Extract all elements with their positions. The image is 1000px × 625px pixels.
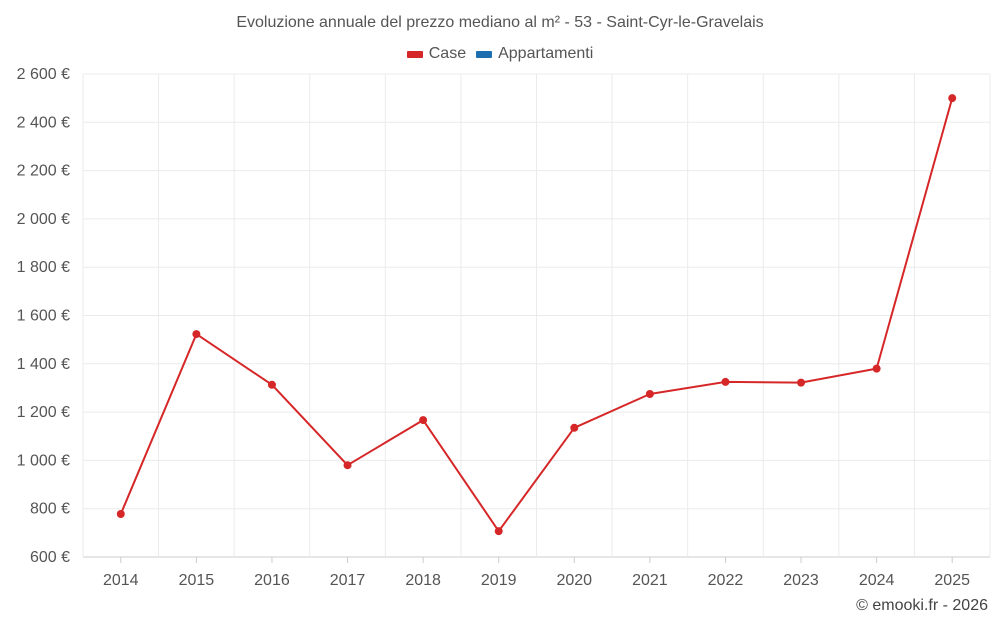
x-tick-label: 2023 bbox=[783, 572, 819, 589]
data-point bbox=[721, 377, 730, 386]
data-point bbox=[116, 510, 125, 519]
data-point bbox=[872, 364, 881, 373]
y-tick-label: 2 600 € bbox=[17, 66, 70, 83]
y-tick-label: 600 € bbox=[30, 549, 70, 566]
y-tick-label: 2 200 € bbox=[17, 163, 70, 180]
legend-label-appartamenti: Appartamenti bbox=[498, 45, 594, 62]
data-point bbox=[948, 94, 957, 103]
data-point bbox=[645, 389, 654, 398]
data-point bbox=[494, 527, 503, 536]
y-tick-label: 800 € bbox=[30, 501, 70, 518]
chart-title: Evoluzione annuale del prezzo mediano al… bbox=[236, 14, 764, 31]
data-point bbox=[267, 380, 276, 389]
y-tick-label: 1 800 € bbox=[17, 259, 70, 276]
x-tick-label: 2014 bbox=[103, 572, 139, 589]
y-tick-label: 1 200 € bbox=[17, 404, 70, 421]
y-tick-label: 2 000 € bbox=[17, 211, 70, 228]
data-point bbox=[343, 461, 352, 470]
legend-swatch-appartamenti bbox=[476, 50, 493, 58]
y-tick-label: 1 600 € bbox=[17, 308, 70, 325]
x-tick-label: 2025 bbox=[934, 572, 970, 589]
y-tick-label: 2 400 € bbox=[17, 114, 70, 131]
data-point bbox=[419, 416, 428, 425]
series-line-case bbox=[119, 97, 954, 533]
x-tick-label: 2017 bbox=[330, 572, 366, 589]
x-tick-label: 2016 bbox=[254, 572, 290, 589]
x-tick-label: 2020 bbox=[556, 572, 592, 589]
y-tick-label: 1 400 € bbox=[17, 356, 70, 373]
legend: Case Appartamenti bbox=[0, 45, 1000, 63]
x-tick-label: 2024 bbox=[859, 572, 895, 589]
data-point bbox=[570, 423, 579, 432]
y-tick-label: 1 000 € bbox=[17, 452, 70, 469]
data-point bbox=[797, 378, 806, 387]
x-tick-label: 2018 bbox=[405, 572, 441, 589]
data-point bbox=[192, 330, 201, 339]
legend-item-appartamenti[interactable]: Appartamenti bbox=[476, 45, 593, 63]
x-tick-label: 2022 bbox=[708, 572, 744, 589]
x-tick-label: 2021 bbox=[632, 572, 668, 589]
legend-label-case: Case bbox=[428, 45, 467, 62]
x-tick-label: 2019 bbox=[481, 572, 517, 589]
legend-swatch-case bbox=[406, 50, 423, 58]
x-tick-label: 2015 bbox=[179, 572, 215, 589]
footer-credit: © emooki.fr - 2026 bbox=[856, 597, 988, 614]
legend-item-case[interactable]: Case bbox=[406, 45, 467, 63]
